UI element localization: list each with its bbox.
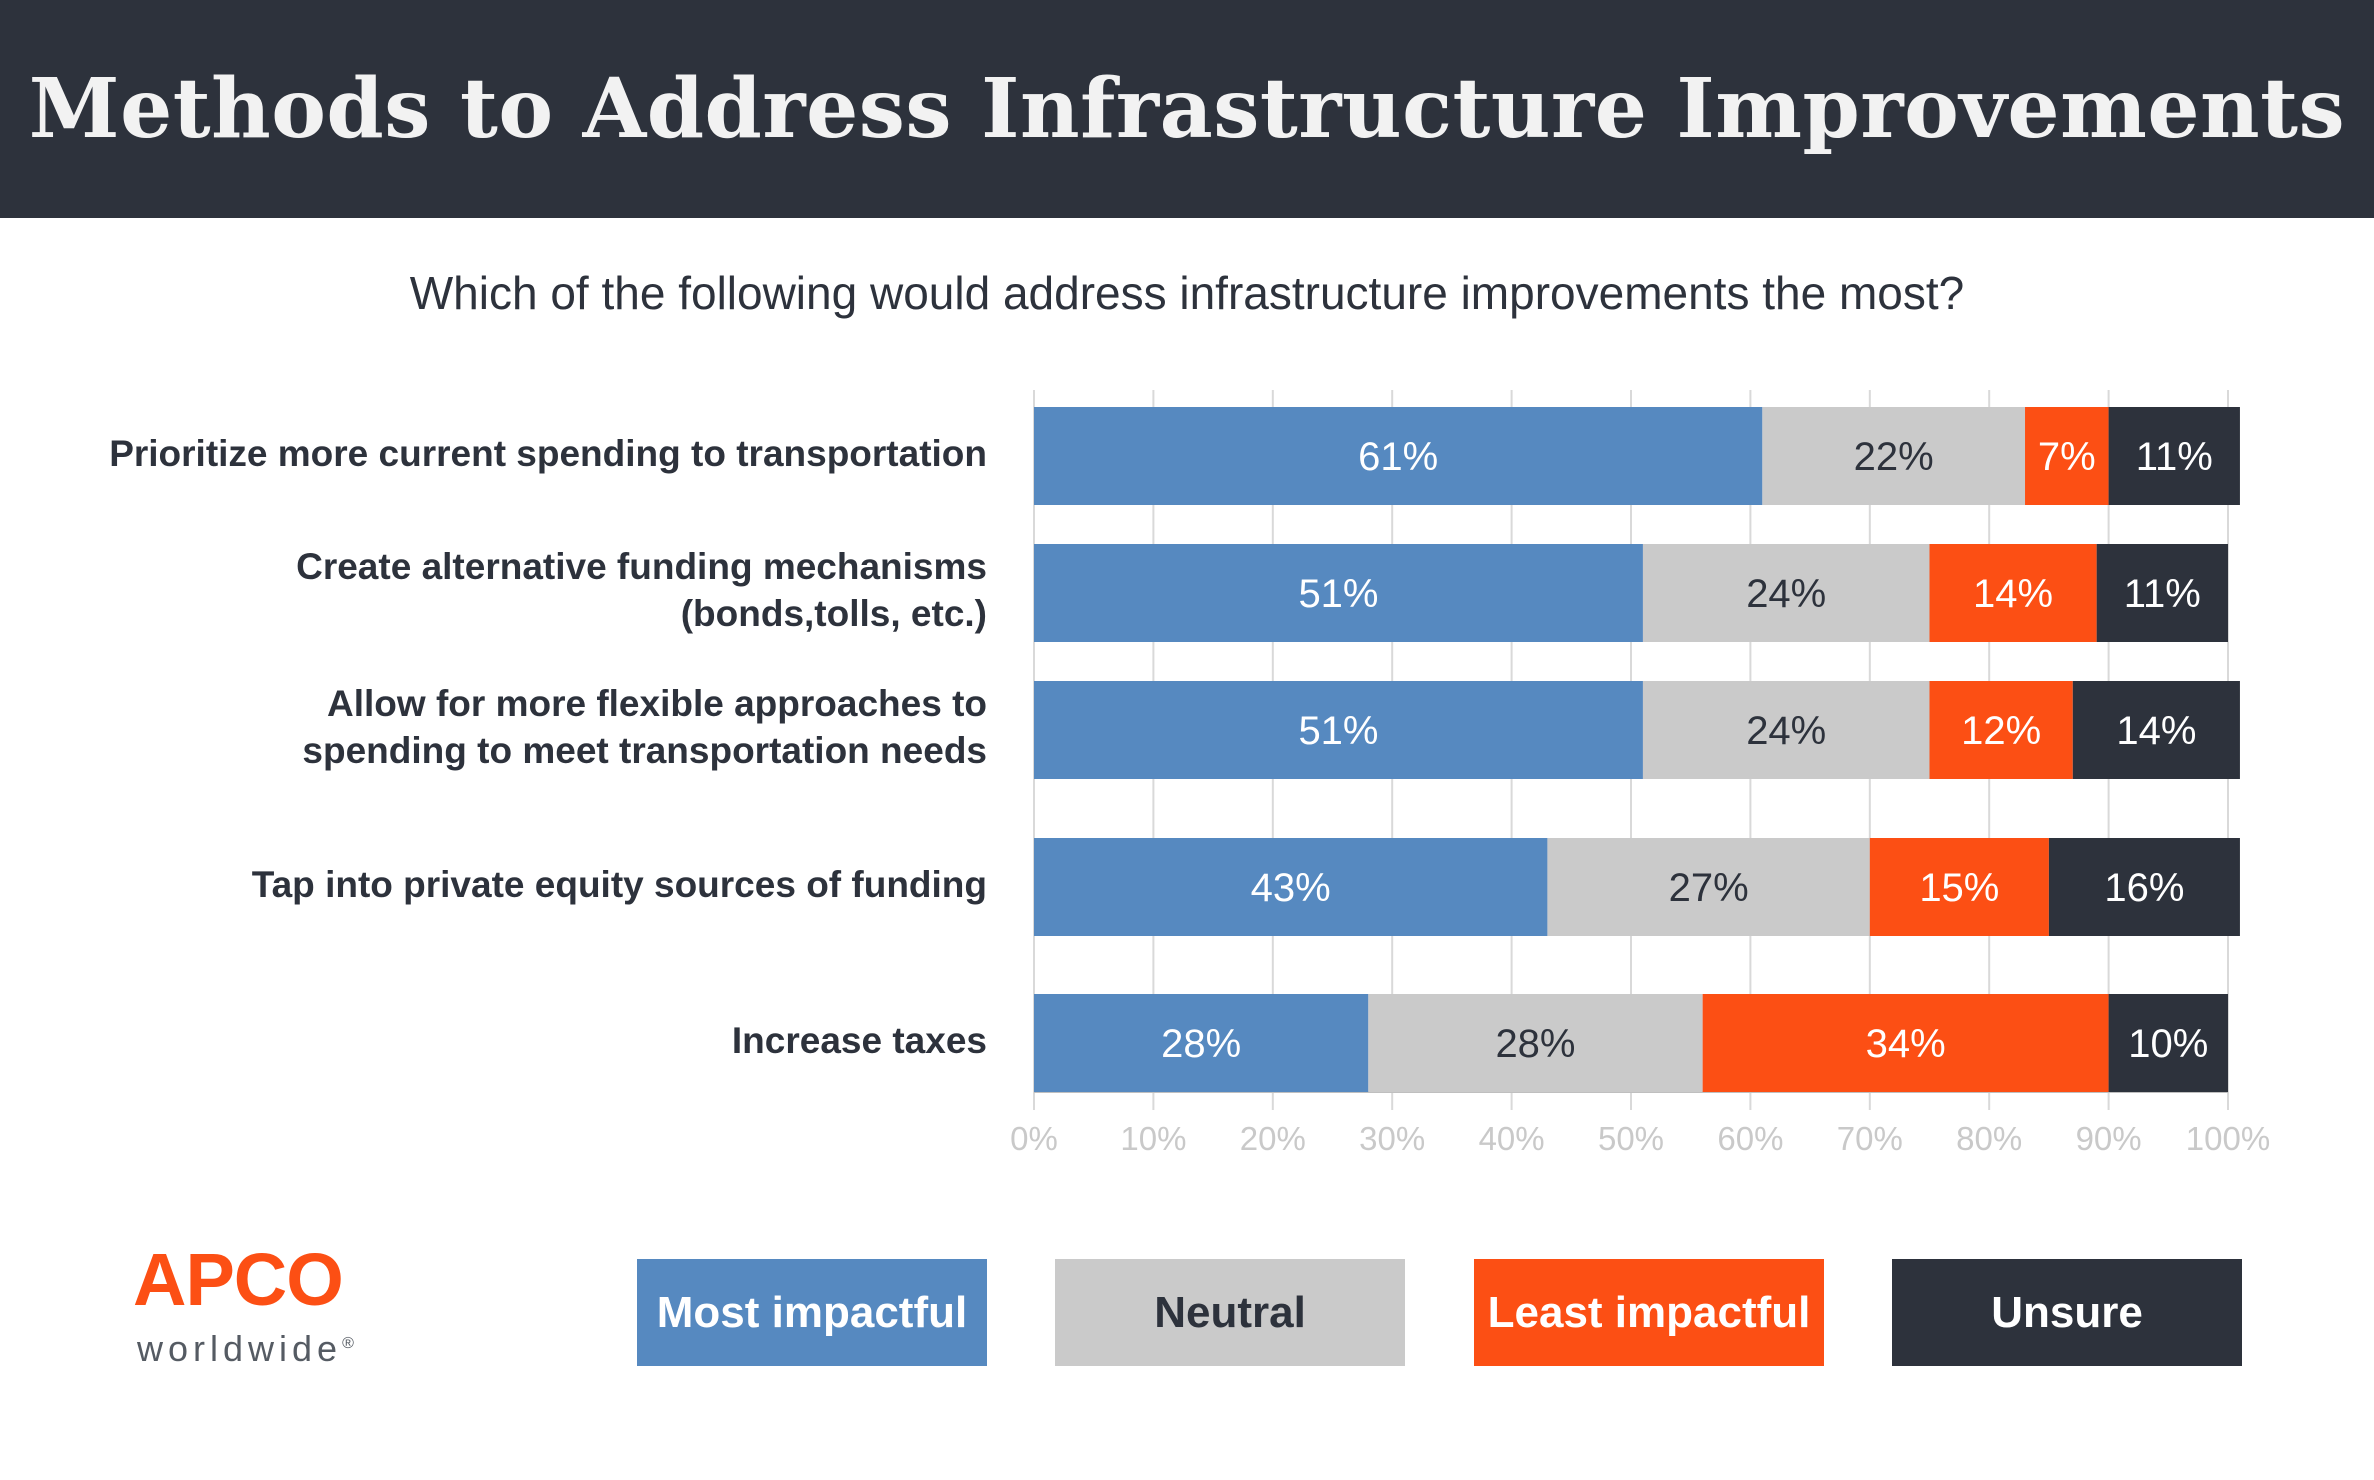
x-tick-label: 0% <box>1010 1120 1058 1157</box>
category-label-line: Allow for more flexible approaches to <box>327 683 987 724</box>
data-label: 7% <box>2038 435 2096 479</box>
bar-segment <box>2072 681 2240 779</box>
bar-segment <box>2048 838 2240 936</box>
bar-segment <box>1368 994 1703 1092</box>
bar-segment <box>2108 407 2240 505</box>
bar-segment <box>1034 994 1369 1092</box>
bar-segment <box>1034 544 1643 642</box>
category-label-line: spending to meet transportation needs <box>302 730 987 771</box>
data-label: 16% <box>2104 866 2184 910</box>
header-banner: Methods to Address Infrastructure Improv… <box>0 0 2374 218</box>
bar-segment <box>1929 544 2097 642</box>
x-tick-label: 40% <box>1479 1120 1545 1157</box>
bar-segment <box>2096 544 2228 642</box>
data-label: 11% <box>2136 435 2213 479</box>
data-label: 28% <box>1161 1022 1241 1066</box>
category-label: Tap into private equity sources of fundi… <box>27 861 987 908</box>
category-label-line: Prioritize more current spending to tran… <box>109 432 987 474</box>
category-label: Allow for more flexible approaches to spe… <box>27 680 987 774</box>
page-title: Methods to Address Infrastructure Improv… <box>28 61 2346 157</box>
data-label: 43% <box>1251 866 1331 910</box>
data-label: 51% <box>1298 572 1378 616</box>
bar-segment <box>1762 407 2026 505</box>
x-tick-label: 70% <box>1837 1120 1903 1157</box>
x-tick-label: 20% <box>1240 1120 1306 1157</box>
legend-item: Neutral <box>1055 1259 1405 1366</box>
logo-registered-mark: ® <box>342 1335 354 1352</box>
bar-segment <box>1642 681 1930 779</box>
x-tick-label: 60% <box>1717 1120 1783 1157</box>
legend-item: Unsure <box>1892 1259 2242 1366</box>
bar-segment <box>1642 544 1930 642</box>
bar-segment <box>2108 994 2228 1092</box>
chart-subtitle: Which of the following would address inf… <box>409 267 1965 319</box>
x-tick-label: 30% <box>1359 1120 1425 1157</box>
data-label: 24% <box>1746 709 1826 753</box>
category-label-line: Create alternative funding mechanisms <box>296 546 987 587</box>
data-label: 14% <box>1973 572 2053 616</box>
data-label: 14% <box>2116 709 2196 753</box>
category-label: Increase taxes <box>27 1017 987 1064</box>
x-tick-label: 100% <box>2186 1120 2270 1157</box>
bar-segment <box>1547 838 1870 936</box>
category-label-line: Tap into private equity sources of fundi… <box>251 863 987 905</box>
bar-segment <box>1929 681 2073 779</box>
logo-subtext-word: worldwide <box>137 1328 343 1369</box>
data-label: 51% <box>1298 709 1378 753</box>
logo-wordmark: APCO <box>133 1238 344 1321</box>
bar-segment <box>1034 838 1548 936</box>
apco-logo: APCO worldwide® <box>133 1240 393 1370</box>
data-label: 34% <box>1866 1022 1946 1066</box>
legend-item: Most impactful <box>637 1259 987 1366</box>
bar-segment <box>1034 407 1763 505</box>
x-tick-label: 80% <box>1956 1120 2022 1157</box>
data-label: 27% <box>1669 866 1749 910</box>
bar-segment <box>1702 994 2109 1092</box>
bar-segment <box>1869 838 2049 936</box>
data-label: 12% <box>1961 709 2041 753</box>
category-label: Create alternative funding mechanisms (bo… <box>27 543 987 637</box>
bar-segment <box>2025 407 2109 505</box>
data-label: 24% <box>1746 572 1826 616</box>
data-label: 11% <box>2124 572 2201 616</box>
stacked-bar-chart: 0% 10% 20% 30% 40% 50% 60% 70% 80% 90% 100% 61% 22% 7… <box>1010 390 2270 1157</box>
x-tick-label: 10% <box>1120 1120 1186 1157</box>
data-label: 28% <box>1495 1022 1575 1066</box>
data-label: 22% <box>1854 435 1934 479</box>
data-label: 15% <box>1919 866 1999 910</box>
category-label-line: (bonds,tolls, etc.) <box>680 593 987 634</box>
x-tick-label: 90% <box>2076 1120 2142 1157</box>
category-label: Prioritize more current spending to tran… <box>27 430 987 477</box>
bar-segment <box>1034 681 1643 779</box>
category-label-line: Increase taxes <box>731 1019 987 1061</box>
data-label: 10% <box>2128 1022 2208 1066</box>
x-tick-label: 50% <box>1598 1120 1664 1157</box>
legend-item: Least impactful <box>1474 1259 1824 1366</box>
logo-subtext: worldwide® <box>137 1324 354 1369</box>
data-label: 61% <box>1358 435 1438 479</box>
